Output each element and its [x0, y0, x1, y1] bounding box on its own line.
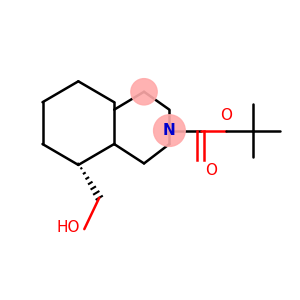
Text: HO: HO — [56, 220, 80, 235]
Text: O: O — [205, 164, 217, 178]
Text: O: O — [220, 108, 232, 123]
Text: N: N — [163, 123, 176, 138]
Circle shape — [154, 115, 185, 146]
Circle shape — [131, 79, 157, 105]
